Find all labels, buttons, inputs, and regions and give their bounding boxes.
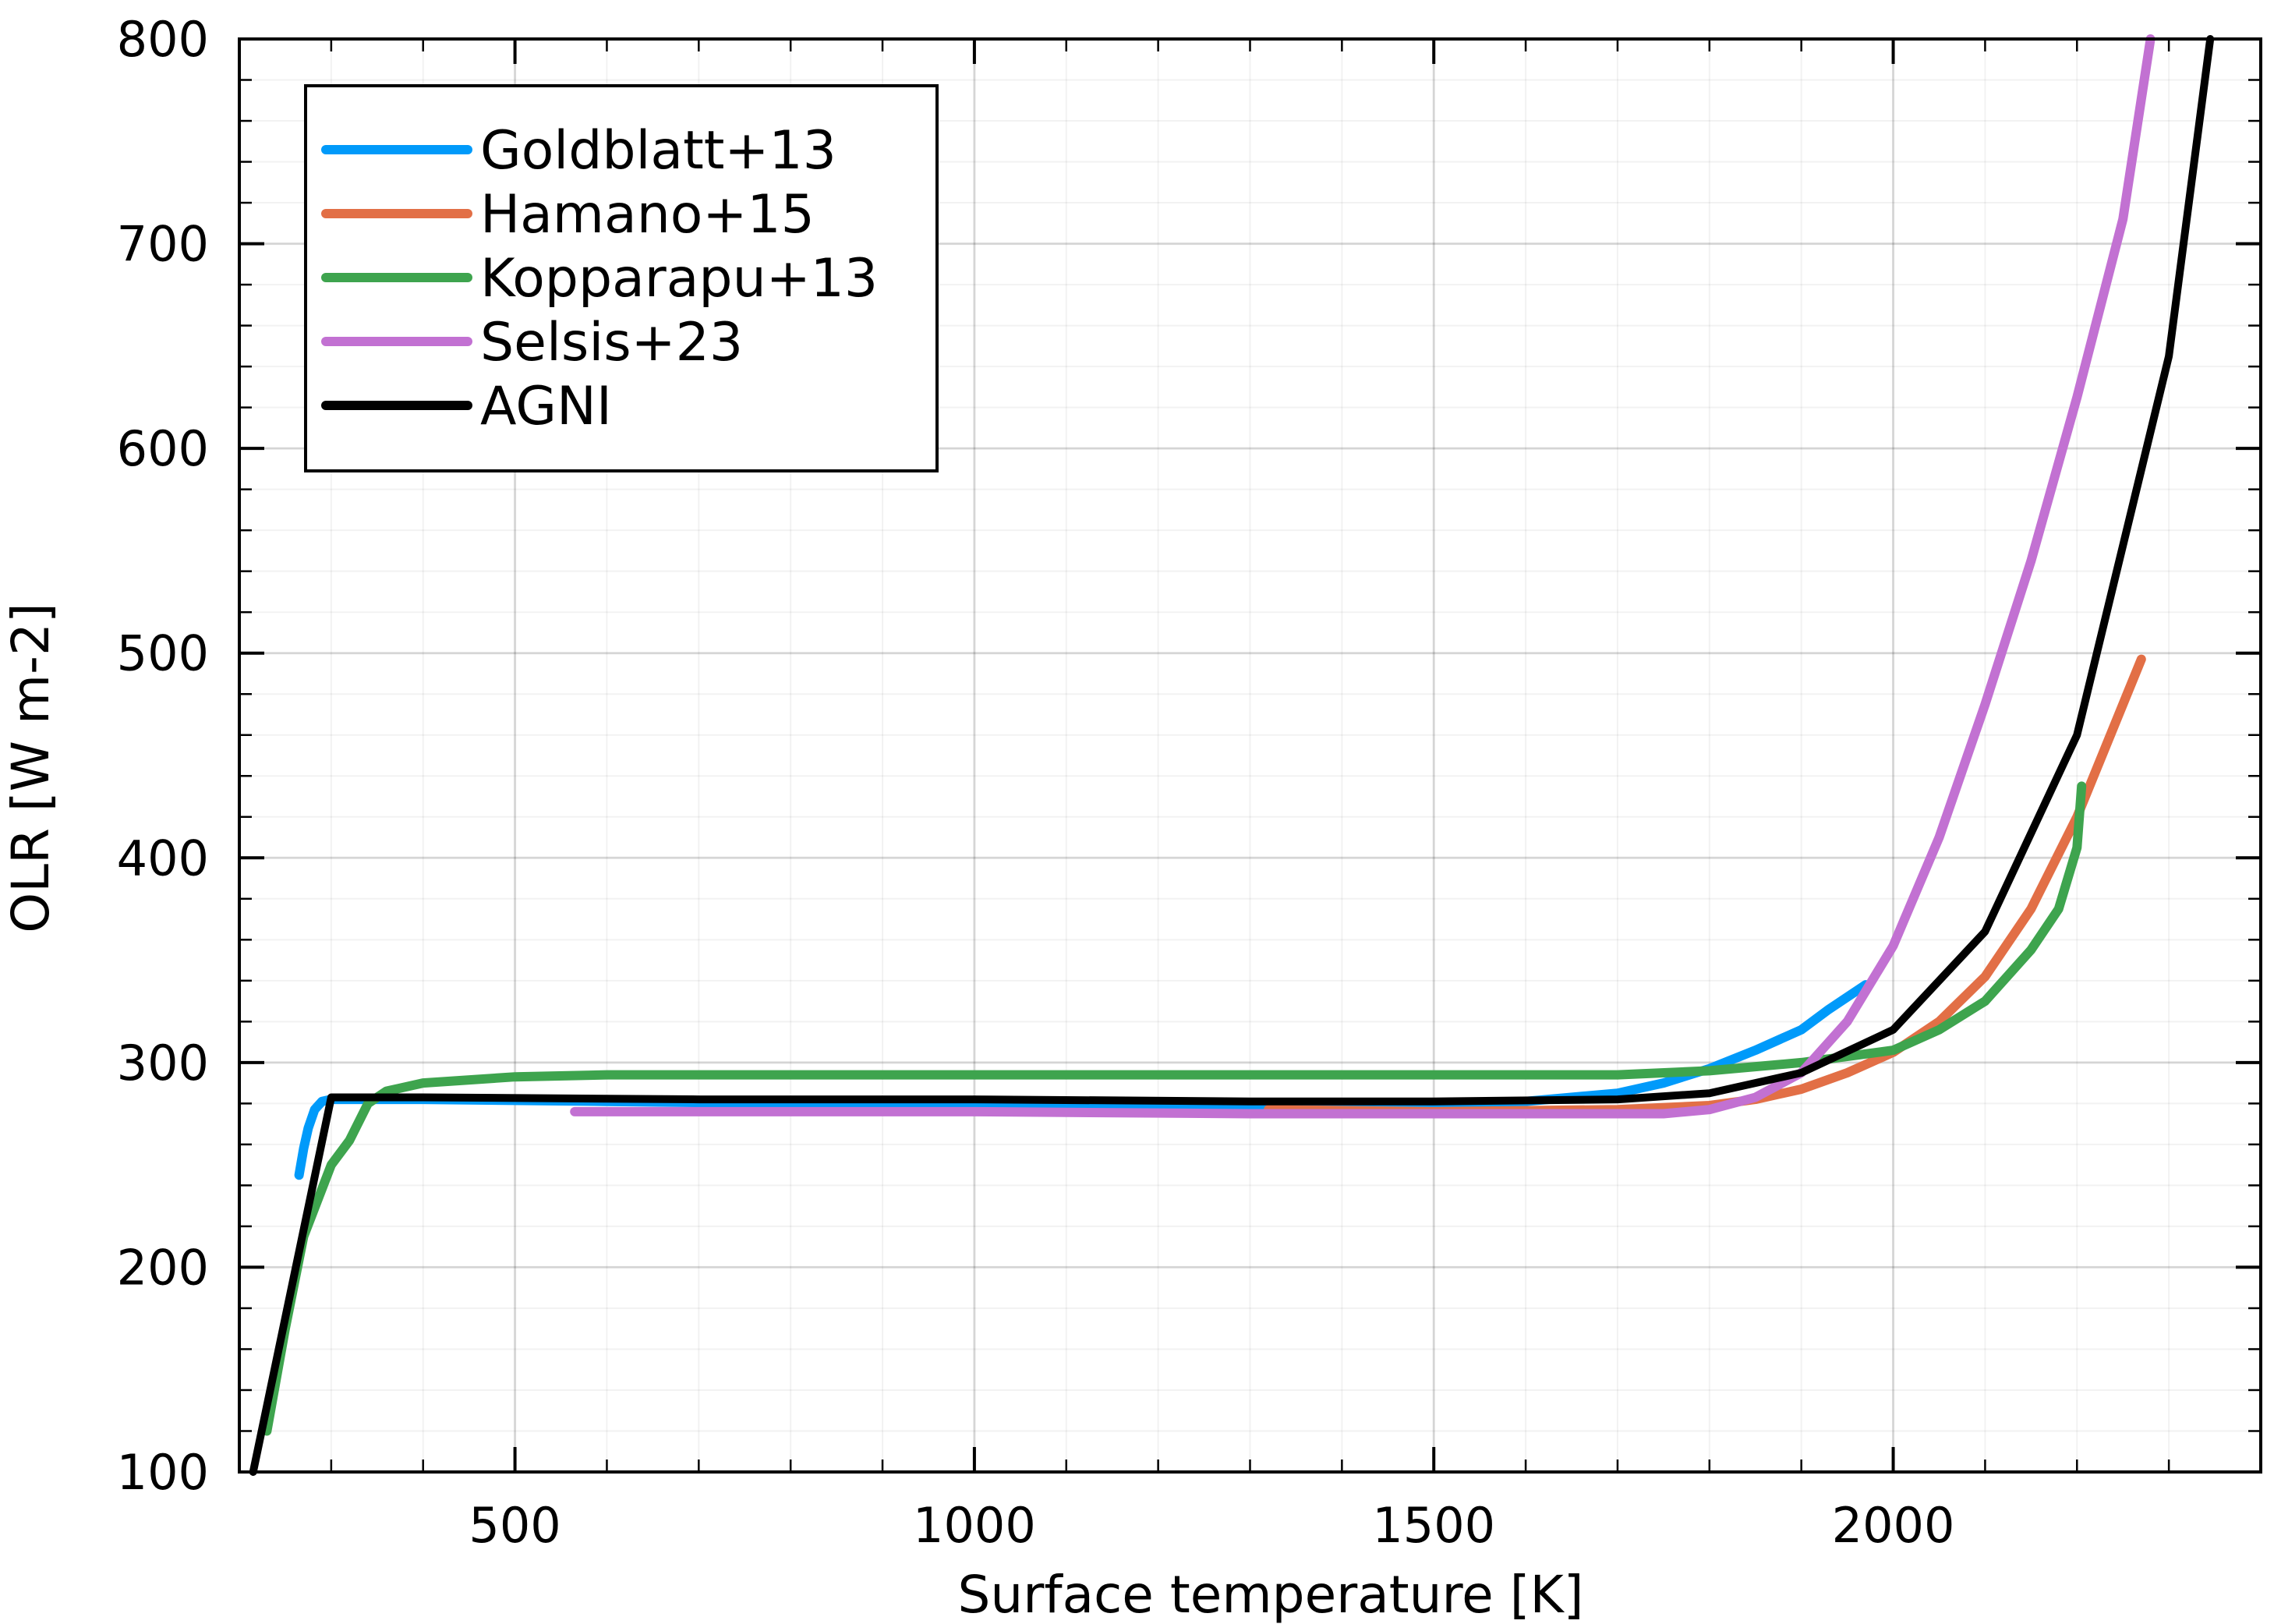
x-axis-label: Surface temperature [K] — [957, 1565, 1583, 1624]
y-tick-label: 800 — [117, 11, 209, 68]
y-tick-label: 600 — [117, 420, 209, 477]
series-line-kopparapu-13 — [262, 781, 2087, 1436]
y-tick-labels: 100 200 300 400 500 600 700 800 — [117, 11, 209, 1501]
legend-label-agni: AGNI — [480, 376, 612, 437]
y-tick-label: 400 — [117, 830, 209, 886]
legend-label-kopparapu-13: Kopparapu+13 — [480, 248, 878, 310]
legend-label-selsis-23: Selsis+23 — [480, 312, 743, 373]
x-tick-labels: 500 1000 1500 2000 — [469, 1497, 1954, 1554]
x-tick-label: 1500 — [1372, 1497, 1495, 1554]
series-layer — [249, 34, 2215, 1476]
x-tick-label: 1000 — [913, 1497, 1036, 1554]
y-tick-label: 500 — [117, 625, 209, 682]
series-line-goldblatt-13 — [294, 980, 1871, 1180]
legend-label-hamano-15: Hamano+15 — [480, 184, 815, 246]
legend: Goldblatt+13Hamano+15Kopparapu+13Selsis+… — [304, 84, 939, 472]
y-axis-label: OLR [W m-2] — [1, 603, 61, 932]
ticks — [238, 37, 2262, 1474]
x-tick-label: 2000 — [1832, 1497, 1955, 1554]
y-tick-label: 700 — [117, 216, 209, 273]
y-tick-label: 200 — [117, 1239, 209, 1296]
y-tick-label: 300 — [117, 1035, 209, 1092]
x-tick-label: 500 — [469, 1497, 561, 1554]
legend-label-goldblatt-13: Goldblatt+13 — [480, 120, 836, 182]
series-line-agni — [249, 35, 2215, 1476]
y-tick-label: 100 — [117, 1444, 209, 1501]
